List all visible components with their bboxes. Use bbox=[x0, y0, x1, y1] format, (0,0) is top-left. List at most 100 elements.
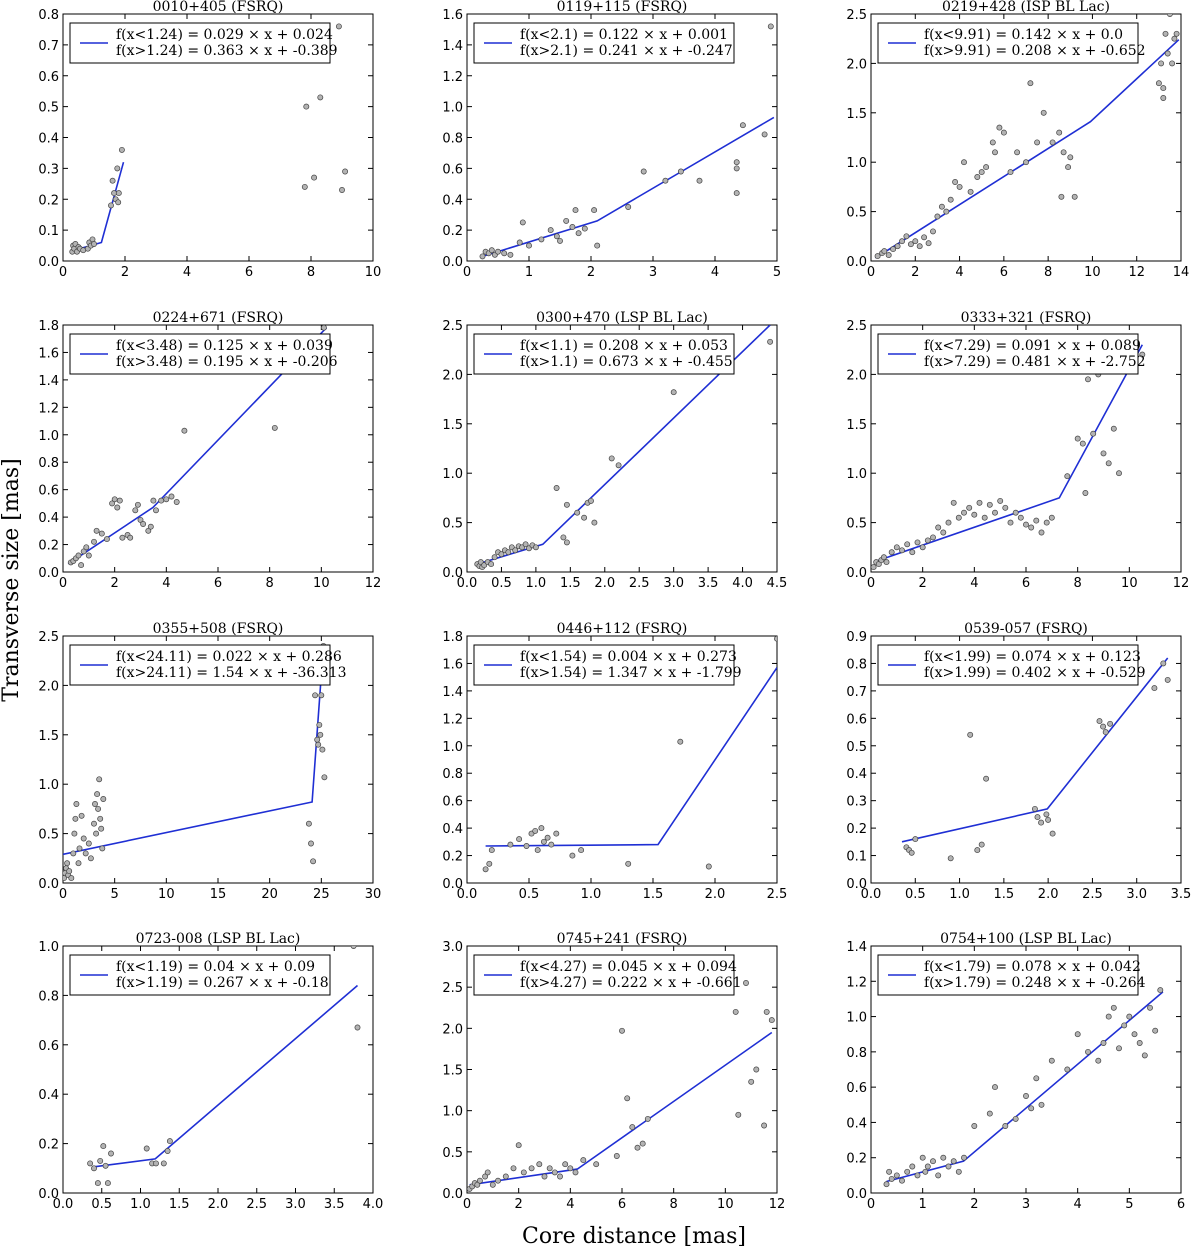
data-point bbox=[662, 177, 669, 184]
x-tick-label: 2.0 bbox=[208, 1197, 229, 1212]
data-point bbox=[945, 519, 952, 526]
x-tick-label: 2.0 bbox=[705, 887, 726, 902]
plot-area bbox=[69, 23, 349, 255]
data-point bbox=[888, 549, 895, 556]
chart-panel: 0723-008 (LSP BL Lac) 0.0 0.5 1.0 1.5 2.0 2.5 3… bbox=[38, 931, 383, 1212]
x-tick-label: 3.0 bbox=[285, 1197, 306, 1212]
legend-box bbox=[473, 644, 735, 686]
legend-entry: f(x<2.1) = 0.122 × x + 0.001 bbox=[520, 27, 728, 43]
data-point bbox=[557, 1173, 563, 1180]
legend-box bbox=[69, 333, 331, 375]
data-point bbox=[996, 124, 1003, 131]
legend-box bbox=[473, 954, 735, 996]
data-point bbox=[1043, 811, 1050, 818]
data-point bbox=[1002, 504, 1009, 511]
data-point bbox=[1171, 35, 1178, 42]
data-point bbox=[1049, 139, 1056, 146]
data-point bbox=[93, 830, 100, 837]
data-point bbox=[733, 190, 740, 197]
data-point bbox=[619, 1027, 625, 1034]
data-point bbox=[1056, 129, 1063, 136]
data-point bbox=[768, 1017, 775, 1024]
x-tick-label: 0.5 bbox=[491, 576, 512, 591]
data-point bbox=[488, 561, 495, 568]
x-tick-label: 6 bbox=[618, 1197, 626, 1212]
data-point bbox=[98, 530, 105, 537]
chart-panel: 0446+112 (FSRQ) 0.0 0.5 1.0 1.5 2.0 2.5 0.0 0.2 0… bbox=[442, 621, 787, 902]
x-tick-label: 4 bbox=[566, 1197, 574, 1212]
x-tick-label: 2.5 bbox=[246, 1197, 267, 1212]
data-point bbox=[909, 549, 916, 556]
plot-area bbox=[63, 642, 328, 882]
data-point bbox=[733, 159, 740, 166]
x-tick-label: 3.0 bbox=[663, 576, 684, 591]
data-point bbox=[68, 875, 75, 882]
data-point bbox=[1017, 514, 1024, 521]
data-point bbox=[78, 812, 85, 819]
data-point bbox=[491, 554, 498, 561]
y-tick-label: 0.0 bbox=[442, 566, 463, 581]
piecewise-fit-line bbox=[873, 344, 1144, 563]
y-tick-label: 1.4 bbox=[442, 39, 463, 54]
x-tick-label: 0 bbox=[867, 576, 875, 591]
data-point bbox=[1034, 139, 1041, 146]
data-point bbox=[952, 179, 959, 185]
data-point bbox=[677, 168, 684, 175]
data-point bbox=[482, 1173, 489, 1180]
data-point bbox=[971, 1123, 978, 1129]
data-point bbox=[91, 820, 97, 827]
data-point bbox=[1045, 816, 1052, 823]
data-point bbox=[1105, 1013, 1112, 1020]
data-point bbox=[569, 224, 576, 230]
data-point bbox=[1023, 521, 1029, 528]
y-tick-label: 2.5 bbox=[846, 8, 867, 23]
data-point bbox=[519, 219, 526, 226]
data-point bbox=[986, 501, 993, 508]
x-tick-label: 4 bbox=[1074, 1197, 1082, 1212]
x-tick-label: 0.0 bbox=[53, 1197, 74, 1212]
data-point bbox=[581, 514, 588, 521]
x-tick-label: 2 bbox=[970, 1197, 978, 1212]
chart-panel: 0355+508 (FSRQ) 0 5 10 15 20 25 30 0.0 0.5 1.0 1.5 2… bbox=[38, 621, 381, 902]
data-point bbox=[75, 860, 82, 867]
legend-box bbox=[69, 644, 331, 686]
data-point bbox=[551, 1169, 558, 1176]
data-point bbox=[904, 541, 911, 548]
y-tick-label: 0.6 bbox=[442, 795, 463, 810]
data-point bbox=[1085, 376, 1091, 383]
x-tick-label: 4 bbox=[970, 576, 978, 591]
y-tick-label: 0.4 bbox=[38, 511, 59, 526]
data-point bbox=[1064, 1066, 1071, 1073]
x-tick-label: 6 bbox=[245, 265, 253, 280]
data-point bbox=[1007, 169, 1014, 176]
y-tick-label: 0.8 bbox=[38, 456, 59, 471]
x-tick-label: 2 bbox=[111, 576, 119, 591]
x-tick-label: 20 bbox=[261, 887, 278, 902]
y-tick-label: 0.1 bbox=[846, 850, 867, 865]
y-tick-label: 2.0 bbox=[846, 57, 867, 72]
panel-title: 0119+115 (FSRQ) bbox=[557, 0, 688, 15]
y-tick-label: 0.4 bbox=[442, 193, 463, 208]
x-tick-label: 10 bbox=[1121, 576, 1138, 591]
data-point bbox=[909, 1163, 916, 1170]
y-tick-label: 1.0 bbox=[846, 467, 867, 482]
x-tick-label: 4 bbox=[711, 265, 719, 280]
data-point bbox=[1139, 351, 1146, 358]
data-point bbox=[1107, 720, 1114, 727]
data-point bbox=[1074, 435, 1081, 442]
data-point bbox=[73, 801, 80, 807]
data-point bbox=[484, 1169, 491, 1176]
x-tick-label: 0.0 bbox=[457, 887, 478, 902]
y-tick-label: 0.5 bbox=[846, 517, 867, 532]
piecewise-fit-line bbox=[67, 327, 328, 565]
chart-panel: 0300+470 (LSP BL Lac) 0.0 0.5 1.0 1.5 2.0 2.5 3… bbox=[442, 310, 787, 591]
panel-title: 0446+112 (FSRQ) bbox=[557, 621, 688, 637]
data-point bbox=[516, 836, 523, 843]
y-tick-label: 1.6 bbox=[442, 657, 463, 672]
data-point bbox=[94, 1180, 101, 1187]
